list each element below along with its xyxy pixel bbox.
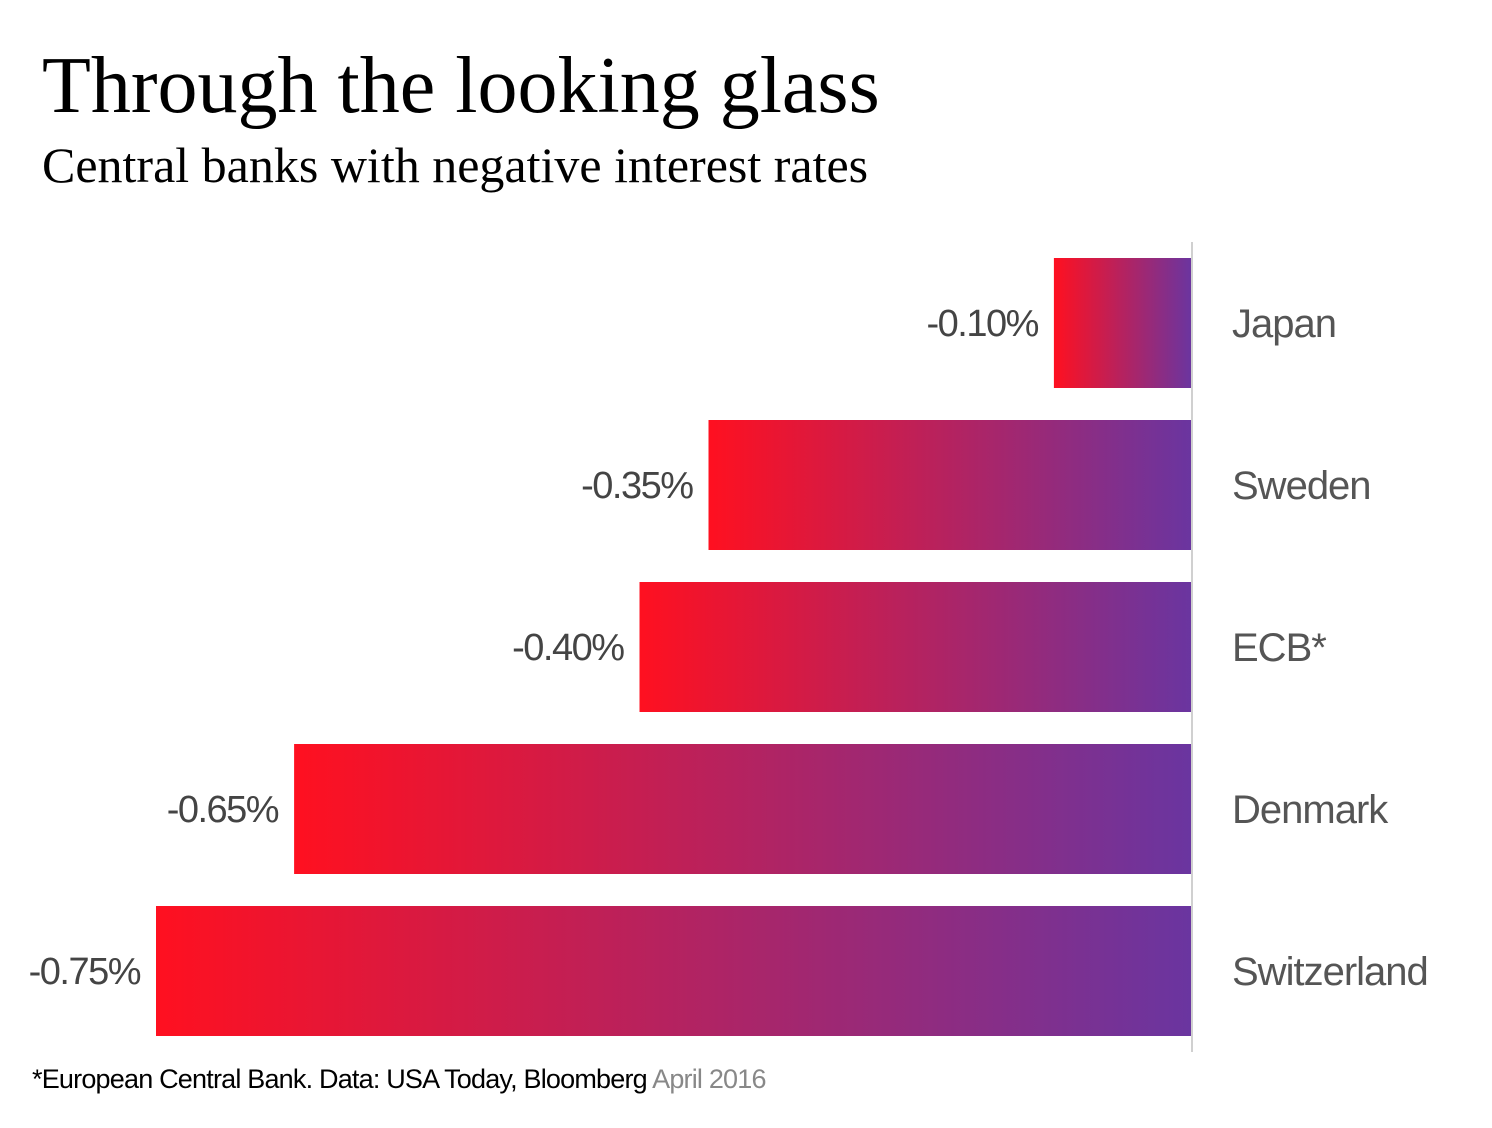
chart-title: Through the looking glass — [42, 42, 880, 130]
category-label-japan: Japan — [1232, 302, 1336, 346]
bars-group: -0.10% Japan -0.35% Sweden -0.40% ECB* -0.65% D… — [29, 258, 1429, 1036]
category-label-switzerland: Switzerland — [1232, 950, 1428, 994]
footnote: *European Central Bank. Data: USA Today,… — [32, 1062, 767, 1096]
category-label-ecb: ECB* — [1232, 626, 1326, 670]
category-label-denmark: Denmark — [1232, 788, 1389, 832]
value-label-denmark: -0.65% — [167, 789, 279, 831]
footnote-source: *European Central Bank. Data: USA Today,… — [32, 1064, 648, 1094]
bar-switzerland — [156, 906, 1192, 1036]
value-label-japan: -0.10% — [926, 303, 1038, 345]
chart-subtitle: Central banks with negative interest rat… — [42, 137, 869, 193]
bar-sweden — [708, 420, 1192, 550]
value-label-sweden: -0.35% — [581, 465, 693, 507]
bar-ecb — [639, 582, 1192, 712]
category-label-sweden: Sweden — [1232, 464, 1371, 508]
footnote-date: April 2016 — [652, 1064, 766, 1094]
value-label-ecb: -0.40% — [512, 627, 624, 669]
bar-japan — [1053, 258, 1192, 388]
value-label-switzerland: -0.75% — [29, 951, 141, 993]
bar-denmark — [294, 744, 1193, 874]
